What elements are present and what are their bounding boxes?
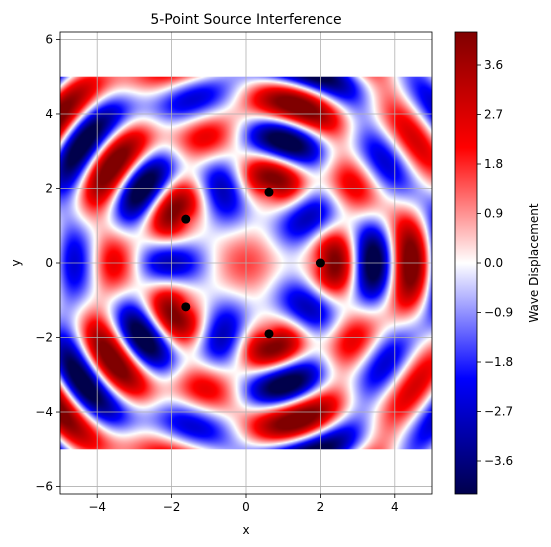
- source-point: [181, 214, 191, 224]
- grid-lines: [60, 32, 432, 494]
- colorbar-ticks: −3.6 −2.7 −1.8 −0.9 0.0 0.9 1.8 2.7 3.6: [477, 58, 513, 468]
- y-tick-label: 6: [45, 32, 53, 46]
- source-point: [264, 329, 274, 339]
- colorbar-tick-label: 1.8: [484, 157, 503, 171]
- x-tick-label: 0: [242, 500, 250, 514]
- point-sources: [181, 187, 325, 339]
- colorbar-tick-label: −3.6: [484, 454, 513, 468]
- colorbar-tick-label: 3.6: [484, 58, 503, 72]
- y-tick-label: −6: [35, 480, 53, 494]
- x-tick-label: 2: [317, 500, 325, 514]
- chart-title: 5-Point Source Interference: [150, 12, 341, 28]
- y-axis-ticks: −6 −4 −2 0 2 4 6: [35, 32, 60, 494]
- colorbar-tick-label: −2.7: [484, 405, 513, 419]
- colorbar-tick-label: 0.0: [484, 256, 503, 270]
- colorbar-label: Wave Displacement: [527, 203, 541, 323]
- x-tick-label: −2: [163, 500, 181, 514]
- x-tick-label: −4: [88, 500, 106, 514]
- source-point: [264, 187, 274, 197]
- colorbar-tick-label: 2.7: [484, 108, 503, 122]
- y-axis-label: y: [9, 259, 23, 266]
- y-tick-label: −4: [35, 405, 53, 419]
- source-point: [181, 302, 191, 312]
- colorbar: [454, 31, 478, 495]
- colorbar-tick-label: −0.9: [484, 306, 513, 320]
- colorbar-tick-label: 0.9: [484, 207, 503, 221]
- y-tick-label: 4: [45, 107, 53, 121]
- x-axis-ticks: −4 −2 0 2 4: [88, 494, 399, 514]
- source-point: [315, 258, 325, 268]
- colorbar-tick-label: −1.8: [484, 355, 513, 369]
- x-tick-label: 4: [391, 500, 399, 514]
- y-tick-label: 0: [45, 256, 53, 270]
- x-axis-label: x: [242, 523, 249, 537]
- y-tick-label: −2: [35, 331, 53, 345]
- y-tick-label: 2: [45, 181, 53, 195]
